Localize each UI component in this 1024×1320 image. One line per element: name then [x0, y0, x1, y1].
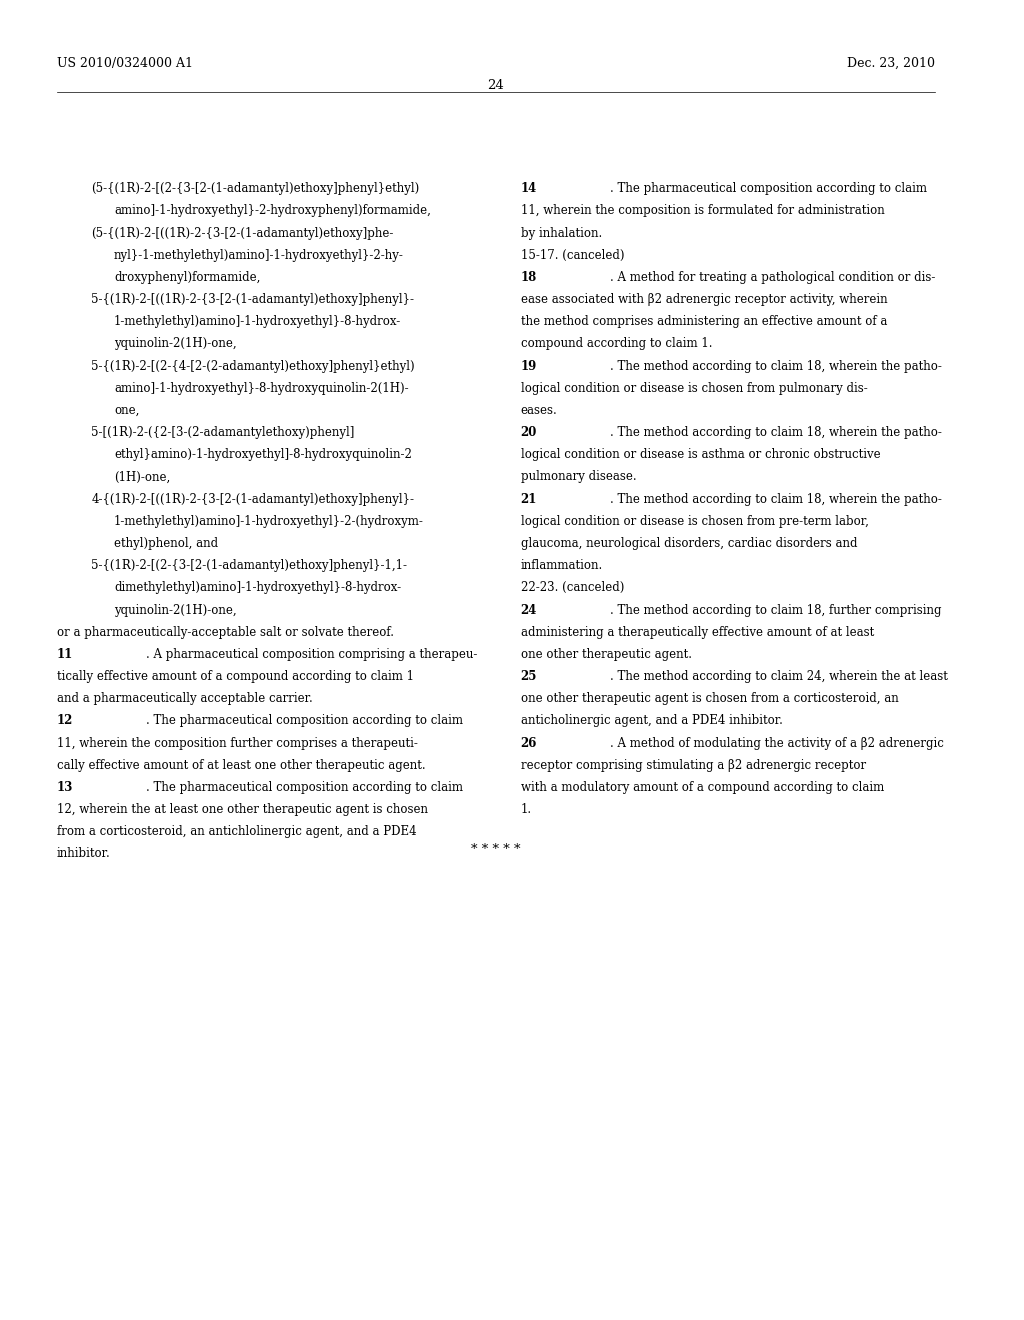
Text: anticholinergic agent, and a PDE4 inhibitor.: anticholinergic agent, and a PDE4 inhibi… — [520, 714, 782, 727]
Text: . The method according to claim 18, wherein the patho-: . The method according to claim 18, wher… — [610, 359, 942, 372]
Text: 5-{(1R)-2-[(2-{3-[2-(1-adamantyl)ethoxy]phenyl}-1,1-: 5-{(1R)-2-[(2-{3-[2-(1-adamantyl)ethoxy]… — [91, 560, 408, 572]
Text: with a modulatory amount of a compound according to claim: with a modulatory amount of a compound a… — [520, 781, 884, 793]
Text: ease associated with β2 adrenergic receptor activity, wherein: ease associated with β2 adrenergic recep… — [520, 293, 887, 306]
Text: yquinolin-2(1H)-one,: yquinolin-2(1H)-one, — [114, 338, 237, 350]
Text: . A method of modulating the activity of a β2 adrenergic: . A method of modulating the activity of… — [610, 737, 944, 750]
Text: 20: 20 — [520, 426, 537, 440]
Text: one other therapeutic agent is chosen from a corticosteroid, an: one other therapeutic agent is chosen fr… — [520, 692, 898, 705]
Text: droxyphenyl)formamide,: droxyphenyl)formamide, — [114, 271, 260, 284]
Text: ethyl}amino)-1-hydroxyethyl]-8-hydroxyquinolin-2: ethyl}amino)-1-hydroxyethyl]-8-hydroxyqu… — [114, 449, 412, 461]
Text: 5-{(1R)-2-[((1R)-2-{3-[2-(1-adamantyl)ethoxy]phenyl}-: 5-{(1R)-2-[((1R)-2-{3-[2-(1-adamantyl)et… — [91, 293, 415, 306]
Text: 11, wherein the composition is formulated for administration: 11, wherein the composition is formulate… — [520, 205, 885, 218]
Text: 1-methylethyl)amino]-1-hydroxyethyl}-2-(hydroxym-: 1-methylethyl)amino]-1-hydroxyethyl}-2-(… — [114, 515, 424, 528]
Text: 21: 21 — [520, 492, 537, 506]
Text: 5-[(1R)-2-({2-[3-(2-adamantylethoxy)phenyl]: 5-[(1R)-2-({2-[3-(2-adamantylethoxy)phen… — [91, 426, 354, 440]
Text: 19: 19 — [520, 359, 537, 372]
Text: cally effective amount of at least one other therapeutic agent.: cally effective amount of at least one o… — [56, 759, 425, 772]
Text: Dec. 23, 2010: Dec. 23, 2010 — [847, 57, 935, 70]
Text: ethyl)phenol, and: ethyl)phenol, and — [114, 537, 218, 550]
Text: 12: 12 — [56, 714, 73, 727]
Text: . A method for treating a pathological condition or dis-: . A method for treating a pathological c… — [610, 271, 935, 284]
Text: 22-23. (canceled): 22-23. (canceled) — [520, 581, 624, 594]
Text: US 2010/0324000 A1: US 2010/0324000 A1 — [56, 57, 193, 70]
Text: tically effective amount of a compound according to claim 1: tically effective amount of a compound a… — [56, 671, 414, 682]
Text: 26: 26 — [520, 737, 537, 750]
Text: amino]-1-hydroxyethyl}-8-hydroxyquinolin-2(1H)-: amino]-1-hydroxyethyl}-8-hydroxyquinolin… — [114, 381, 409, 395]
Text: 25: 25 — [520, 671, 537, 682]
Text: 14: 14 — [520, 182, 537, 195]
Text: inhibitor.: inhibitor. — [56, 847, 111, 861]
Text: 24: 24 — [487, 79, 504, 92]
Text: 4-{(1R)-2-[((1R)-2-{3-[2-(1-adamantyl)ethoxy]phenyl}-: 4-{(1R)-2-[((1R)-2-{3-[2-(1-adamantyl)et… — [91, 492, 415, 506]
Text: 5-{(1R)-2-[(2-{4-[2-(2-adamantyl)ethoxy]phenyl}ethyl): 5-{(1R)-2-[(2-{4-[2-(2-adamantyl)ethoxy]… — [91, 359, 415, 372]
Text: logical condition or disease is asthma or chronic obstructive: logical condition or disease is asthma o… — [520, 449, 881, 461]
Text: 15-17. (canceled): 15-17. (canceled) — [520, 248, 624, 261]
Text: . The pharmaceutical composition according to claim: . The pharmaceutical composition accordi… — [610, 182, 927, 195]
Text: amino]-1-hydroxyethyl}-2-hydroxyphenyl)formamide,: amino]-1-hydroxyethyl}-2-hydroxyphenyl)f… — [114, 205, 431, 218]
Text: . The method according to claim 18, further comprising: . The method according to claim 18, furt… — [610, 603, 941, 616]
Text: . The pharmaceutical composition according to claim: . The pharmaceutical composition accordi… — [145, 714, 463, 727]
Text: . A pharmaceutical composition comprising a therapeu-: . A pharmaceutical composition comprisin… — [145, 648, 477, 661]
Text: . The method according to claim 18, wherein the patho-: . The method according to claim 18, wher… — [610, 492, 942, 506]
Text: * * * * *: * * * * * — [471, 843, 520, 855]
Text: . The pharmaceutical composition according to claim: . The pharmaceutical composition accordi… — [145, 781, 463, 793]
Text: yquinolin-2(1H)-one,: yquinolin-2(1H)-one, — [114, 603, 237, 616]
Text: inflammation.: inflammation. — [520, 560, 603, 572]
Text: 1-methylethyl)amino]-1-hydroxyethyl}-8-hydrox-: 1-methylethyl)amino]-1-hydroxyethyl}-8-h… — [114, 315, 401, 329]
Text: . The method according to claim 24, wherein the at least: . The method according to claim 24, wher… — [610, 671, 948, 682]
Text: (1H)-one,: (1H)-one, — [114, 470, 170, 483]
Text: . The method according to claim 18, wherein the patho-: . The method according to claim 18, wher… — [610, 426, 942, 440]
Text: one other therapeutic agent.: one other therapeutic agent. — [520, 648, 691, 661]
Text: pulmonary disease.: pulmonary disease. — [520, 470, 636, 483]
Text: one,: one, — [114, 404, 139, 417]
Text: logical condition or disease is chosen from pre-term labor,: logical condition or disease is chosen f… — [520, 515, 868, 528]
Text: glaucoma, neurological disorders, cardiac disorders and: glaucoma, neurological disorders, cardia… — [520, 537, 857, 550]
Text: (5-{(1R)-2-[(2-{3-[2-(1-adamantyl)ethoxy]phenyl}ethyl): (5-{(1R)-2-[(2-{3-[2-(1-adamantyl)ethoxy… — [91, 182, 420, 195]
Text: 24: 24 — [520, 603, 537, 616]
Text: administering a therapeutically effective amount of at least: administering a therapeutically effectiv… — [520, 626, 873, 639]
Text: or a pharmaceutically-acceptable salt or solvate thereof.: or a pharmaceutically-acceptable salt or… — [56, 626, 393, 639]
Text: eases.: eases. — [520, 404, 557, 417]
Text: receptor comprising stimulating a β2 adrenergic receptor: receptor comprising stimulating a β2 adr… — [520, 759, 865, 772]
Text: compound according to claim 1.: compound according to claim 1. — [520, 338, 712, 350]
Text: 1.: 1. — [520, 803, 531, 816]
Text: the method comprises administering an effective amount of a: the method comprises administering an ef… — [520, 315, 887, 329]
Text: (5-{(1R)-2-[((1R)-2-{3-[2-(1-adamantyl)ethoxy]phe-: (5-{(1R)-2-[((1R)-2-{3-[2-(1-adamantyl)e… — [91, 227, 393, 239]
Text: logical condition or disease is chosen from pulmonary dis-: logical condition or disease is chosen f… — [520, 381, 867, 395]
Text: 11, wherein the composition further comprises a therapeuti-: 11, wherein the composition further comp… — [56, 737, 418, 750]
Text: dimethylethyl)amino]-1-hydroxyethyl}-8-hydrox-: dimethylethyl)amino]-1-hydroxyethyl}-8-h… — [114, 581, 401, 594]
Text: nyl}-1-methylethyl)amino]-1-hydroxyethyl}-2-hy-: nyl}-1-methylethyl)amino]-1-hydroxyethyl… — [114, 248, 403, 261]
Text: 13: 13 — [56, 781, 73, 793]
Text: by inhalation.: by inhalation. — [520, 227, 602, 239]
Text: from a corticosteroid, an antichlolinergic agent, and a PDE4: from a corticosteroid, an antichlolinerg… — [56, 825, 416, 838]
Text: 18: 18 — [520, 271, 537, 284]
Text: 11: 11 — [56, 648, 73, 661]
Text: and a pharmaceutically acceptable carrier.: and a pharmaceutically acceptable carrie… — [56, 692, 312, 705]
Text: 12, wherein the at least one other therapeutic agent is chosen: 12, wherein the at least one other thera… — [56, 803, 428, 816]
